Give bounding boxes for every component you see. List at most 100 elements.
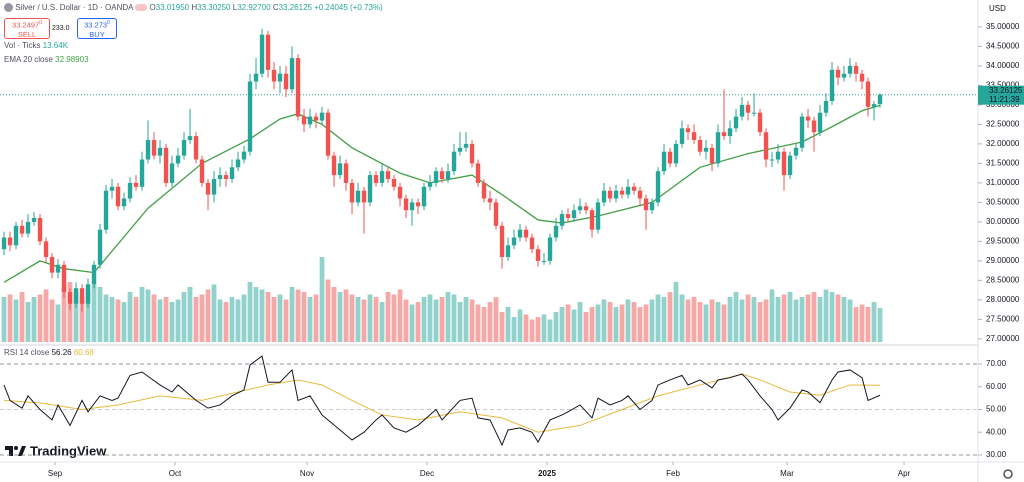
volume-bar — [187, 287, 193, 342]
volume-bar — [289, 287, 295, 342]
candle-body — [7, 237, 13, 246]
candle-body — [1, 237, 7, 250]
candle-body — [157, 147, 163, 156]
candle-body — [763, 132, 769, 160]
candle-body — [853, 65, 859, 74]
candle-body — [649, 202, 655, 211]
candle-body — [349, 182, 355, 203]
volume-bar — [181, 292, 187, 342]
buy-button[interactable]: 33.2730 BUY — [77, 18, 117, 39]
x-tick-label: Nov — [300, 469, 314, 478]
candle-body — [673, 143, 679, 164]
candle-body — [19, 225, 25, 234]
volume-bar — [673, 282, 679, 342]
volume-bar — [25, 302, 31, 342]
volume-bar — [7, 294, 13, 342]
candle-body — [283, 73, 289, 90]
candle-body — [745, 104, 751, 113]
candle-body — [739, 104, 745, 117]
candle-body — [247, 81, 253, 152]
volume-bar — [409, 304, 415, 342]
candle-body — [115, 186, 121, 207]
candle-body — [811, 120, 817, 133]
candle-body — [319, 112, 325, 121]
volume-bar — [175, 299, 181, 342]
x-tick-label: 2025 — [538, 469, 556, 478]
buy-label: BUY — [89, 29, 105, 39]
volume-bar — [655, 294, 661, 342]
candle-body — [631, 186, 637, 191]
volume-bar — [757, 302, 763, 342]
volume-bar — [607, 302, 613, 342]
candle-body — [31, 217, 37, 222]
volume-bar — [391, 294, 397, 342]
candle-body — [199, 159, 205, 183]
volume-bar — [1, 297, 7, 342]
volume-bar — [685, 299, 691, 342]
y-tick-label: 34.50000 — [986, 42, 1020, 51]
candle-body — [643, 198, 649, 211]
volume-bar — [217, 299, 223, 342]
symbol-icon — [4, 3, 13, 13]
volume-bar — [649, 299, 655, 342]
candle-body — [415, 202, 421, 207]
volume-bar — [73, 292, 79, 342]
candle-body — [295, 58, 301, 117]
candle-body — [187, 136, 193, 140]
volume-bar — [631, 302, 637, 342]
sell-button[interactable]: 33.24970 SELL — [4, 18, 50, 39]
candle-body — [469, 143, 475, 164]
volume-value: 13.64K — [42, 41, 69, 50]
volume-bar — [313, 294, 319, 342]
volume-bar — [301, 292, 307, 342]
candle-body — [493, 202, 499, 226]
candle-body — [565, 214, 571, 218]
candle-body — [697, 139, 703, 152]
candle-body — [403, 198, 409, 211]
candle-body — [163, 147, 169, 183]
candle-body — [757, 112, 763, 133]
volume-bar — [427, 294, 433, 342]
candle-body — [151, 139, 157, 156]
rsi-line — [3, 355, 881, 447]
candle-body — [463, 143, 469, 148]
candle-body — [313, 116, 319, 121]
volume-bar — [385, 292, 391, 342]
volume-bar — [559, 307, 565, 342]
volume-bar — [475, 304, 481, 342]
candle-body — [397, 186, 403, 199]
x-tick-label: Sep — [48, 469, 63, 478]
candle-body — [385, 171, 391, 179]
volume-bar — [247, 282, 253, 342]
candle-body — [13, 225, 19, 246]
candle-body — [91, 264, 97, 285]
y-tick-label: 40.00 — [986, 427, 1007, 436]
candle-body — [595, 202, 601, 230]
candle-body — [661, 151, 667, 172]
candle-body — [799, 116, 805, 148]
candle-body — [607, 190, 613, 199]
volume-bar — [721, 304, 727, 342]
candle-body — [781, 151, 787, 176]
candle-body — [553, 225, 559, 238]
candle-body — [43, 241, 49, 257]
candle-body — [601, 190, 607, 203]
settings-icon[interactable] — [1003, 469, 1013, 479]
volume-bar — [823, 289, 829, 342]
volume-bar — [787, 292, 793, 342]
volume-bar — [277, 294, 283, 342]
volume-bar — [439, 297, 445, 342]
candle-body — [529, 237, 535, 250]
candle-body — [211, 178, 217, 195]
candle-body — [655, 171, 661, 203]
volume-bar — [775, 297, 781, 342]
volume-bar — [703, 304, 709, 342]
volume-bar — [49, 299, 55, 342]
candle-body — [409, 202, 415, 211]
volume-bar — [43, 289, 49, 342]
ema-name: EMA 20 close — [4, 55, 53, 64]
candle-body — [715, 132, 721, 164]
candle-body — [805, 116, 811, 121]
y-tick-label: 27.50000 — [986, 314, 1020, 323]
y-tick-label: 30.00 — [986, 450, 1007, 459]
